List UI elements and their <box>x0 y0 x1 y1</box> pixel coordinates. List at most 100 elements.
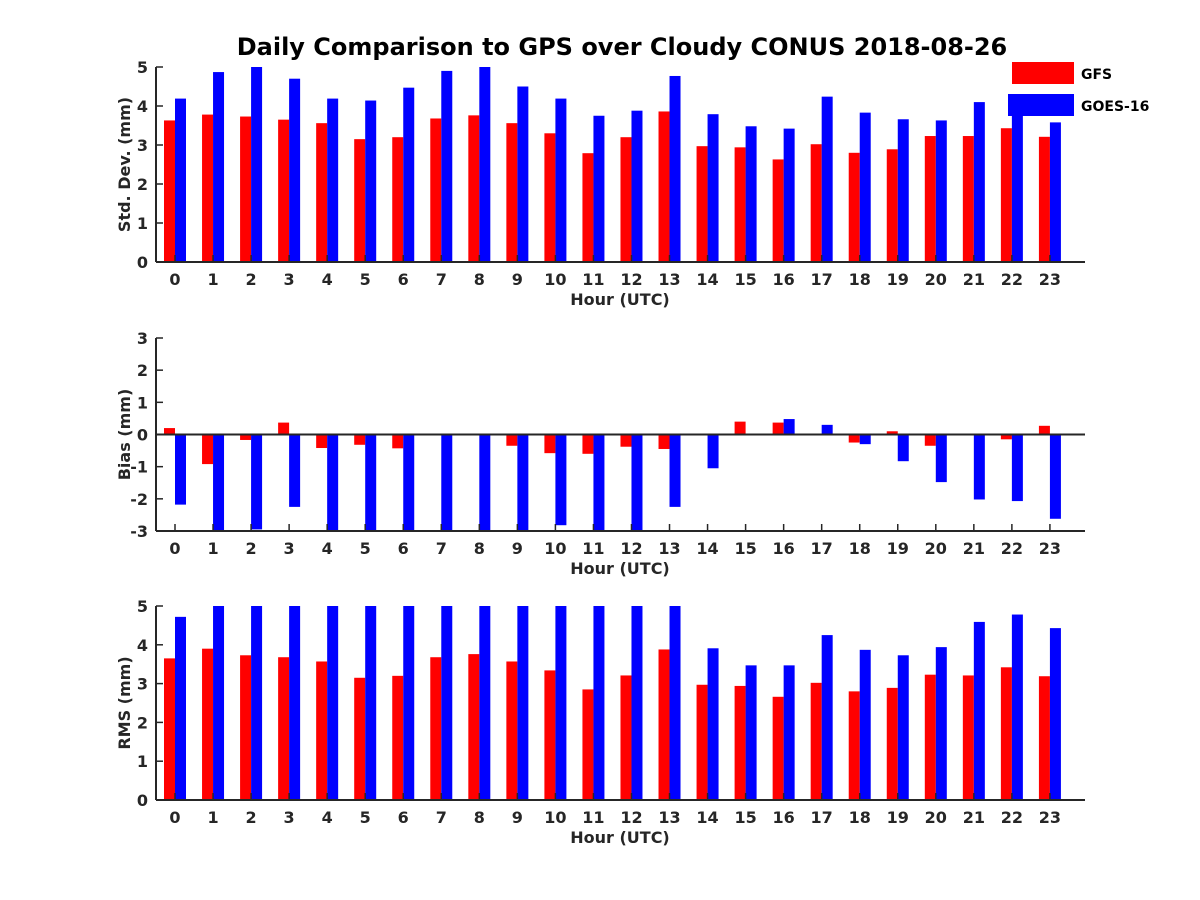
bias-bar-gfs-23 <box>1038 425 1050 435</box>
bias-bar-gfs-13 <box>658 434 670 449</box>
rms-bar-goes16-0 <box>175 616 186 800</box>
rms-x-tick-label: 17 <box>811 808 833 827</box>
rms-x-tick-label: 21 <box>963 808 985 827</box>
std-dev-x-tick-label: 12 <box>620 270 642 289</box>
bias-bar-goes16-16 <box>783 419 795 435</box>
std-dev-x-tick-label: 10 <box>544 270 566 289</box>
rms-bar-goes16-5 <box>365 606 377 800</box>
bias-bar-gfs-16 <box>772 422 784 435</box>
rms-bar-goes16-15 <box>745 665 757 800</box>
std-dev-x-tick-label: 18 <box>849 270 871 289</box>
rms-x-tick-label: 4 <box>322 808 333 827</box>
rms-bar-gfs-3 <box>278 657 290 800</box>
std-dev-bar-gfs-7 <box>430 118 442 262</box>
std-dev-bar-goes16-4 <box>327 98 339 262</box>
bias-x-tick-label: 11 <box>582 539 604 558</box>
bias-x-tick-label: 16 <box>773 539 795 558</box>
rms-y-axis-label: RMS (mm) <box>115 656 134 749</box>
bias-bar-goes16-22 <box>1011 434 1023 502</box>
rms-x-tick-label: 15 <box>734 808 756 827</box>
rms-bar-gfs-13 <box>658 649 670 800</box>
rms-bar-gfs-19 <box>886 687 898 800</box>
rms-bar-gfs-2 <box>240 655 252 800</box>
std-dev-bar-gfs-21 <box>962 136 974 262</box>
rms-bar-goes16-8 <box>479 606 491 800</box>
bias-x-tick-label: 3 <box>284 539 295 558</box>
std-dev-x-tick-label: 22 <box>1001 270 1023 289</box>
rms-x-tick-label: 13 <box>658 808 680 827</box>
rms-bar-gfs-4 <box>316 661 328 800</box>
bias-bar-goes16-0 <box>175 434 186 505</box>
rms-bar-goes16-14 <box>707 648 719 800</box>
rms-bar-gfs-18 <box>848 691 860 800</box>
rms-bar-goes16-4 <box>327 606 339 800</box>
bias-x-tick-label: 14 <box>696 539 718 558</box>
rms-x-tick-label: 5 <box>360 808 371 827</box>
std-dev-bar-gfs-0 <box>164 120 175 263</box>
rms-bar-gfs-7 <box>430 657 442 800</box>
bias-x-axis-label: Hour (UTC) <box>570 559 670 578</box>
std-dev-x-tick-label: 4 <box>322 270 333 289</box>
rms-bar-gfs-10 <box>544 670 556 800</box>
std-dev-bar-goes16-2 <box>251 67 263 262</box>
std-dev-bar-goes16-17 <box>821 96 833 262</box>
rms-bar-goes16-13 <box>669 606 681 800</box>
std-dev-bar-gfs-22 <box>1000 128 1012 262</box>
std-dev-bar-gfs-18 <box>848 152 860 262</box>
std-dev-y-tick-label: 4 <box>137 97 148 116</box>
std-dev-x-tick-label: 19 <box>887 270 909 289</box>
rms-bar-gfs-9 <box>506 661 518 800</box>
rms-bar-goes16-7 <box>441 606 453 800</box>
bias-bar-goes16-6 <box>403 434 415 531</box>
rms-bar-gfs-21 <box>962 675 974 800</box>
std-dev-y-tick-label: 3 <box>137 136 148 155</box>
bias-bar-goes16-17 <box>821 424 833 435</box>
std-dev-bar-gfs-12 <box>620 137 632 262</box>
bias-bar-gfs-4 <box>316 434 328 449</box>
legend-label-gfs: GFS <box>1081 67 1112 83</box>
rms-x-tick-label: 16 <box>773 808 795 827</box>
bias-bar-goes16-18 <box>859 434 871 445</box>
std-dev-bar-goes16-13 <box>669 75 681 262</box>
bias-bar-goes16-7 <box>441 434 453 531</box>
rms-bar-goes16-12 <box>631 606 643 800</box>
bias-bar-goes16-1 <box>213 434 225 531</box>
rms-y-tick-label: 0 <box>137 791 148 810</box>
std-dev-bar-gfs-20 <box>924 136 936 262</box>
std-dev-bar-goes16-18 <box>859 112 871 262</box>
rms-x-tick-label: 19 <box>887 808 909 827</box>
std-dev-x-tick-label: 21 <box>963 270 985 289</box>
std-dev-bar-gfs-2 <box>240 116 252 262</box>
bias-bar-goes16-9 <box>517 434 529 531</box>
bias-y-axis-label: Bias (mm) <box>115 389 134 481</box>
rms-x-tick-label: 3 <box>284 808 295 827</box>
std-dev-bar-gfs-11 <box>582 153 594 262</box>
rms-x-tick-label: 22 <box>1001 808 1023 827</box>
bias-x-tick-label: 9 <box>512 539 523 558</box>
std-dev-bar-gfs-16 <box>772 159 784 262</box>
bias-bar-gfs-2 <box>240 434 252 440</box>
bias-x-tick-label: 10 <box>544 539 566 558</box>
bias-bar-goes16-13 <box>669 434 681 507</box>
rms-bar-goes16-18 <box>859 649 871 800</box>
bias-x-tick-label: 15 <box>734 539 756 558</box>
rms-bar-goes16-23 <box>1049 628 1061 800</box>
rms-x-tick-label: 14 <box>696 808 718 827</box>
std-dev-bar-goes16-21 <box>973 102 985 262</box>
std-dev-bar-goes16-19 <box>897 119 909 262</box>
bias-y-tick-label: 3 <box>137 329 148 348</box>
std-dev-x-tick-label: 0 <box>169 270 180 289</box>
rms-bar-goes16-17 <box>821 635 833 800</box>
std-dev-bar-goes16-16 <box>783 128 795 262</box>
bias-x-tick-label: 17 <box>811 539 833 558</box>
std-dev-bar-gfs-17 <box>810 144 822 262</box>
std-dev-bar-goes16-11 <box>593 115 605 262</box>
bias-x-tick-label: 1 <box>207 539 218 558</box>
std-dev-bar-gfs-9 <box>506 123 518 262</box>
std-dev-bar-goes16-12 <box>631 110 643 263</box>
rms-x-tick-label: 6 <box>398 808 409 827</box>
bias-bar-goes16-19 <box>897 434 909 462</box>
rms-x-tick-label: 18 <box>849 808 871 827</box>
